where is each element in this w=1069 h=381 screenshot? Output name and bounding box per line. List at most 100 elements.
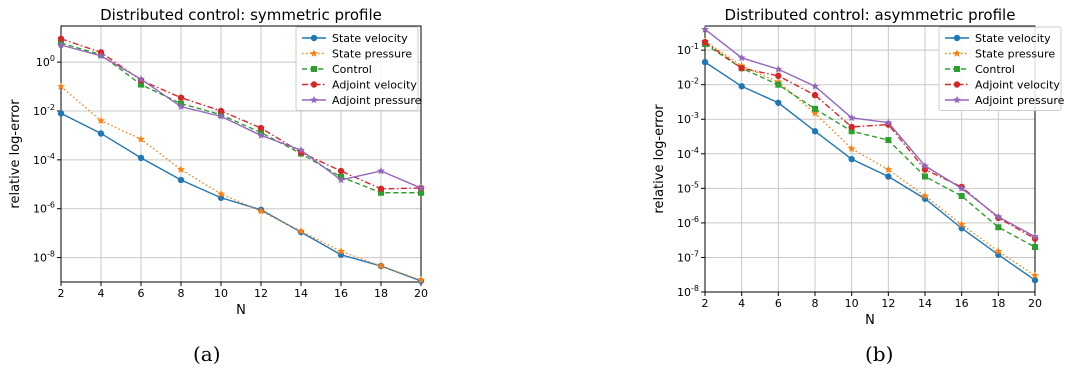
chart-b-legend-box — [938, 26, 1062, 111]
chart-b-point-control — [812, 105, 818, 112]
chart-b-point-adjoint-pressure — [847, 113, 856, 122]
chart-b-axes-frame — [704, 25, 1036, 293]
chart-b-point-adjoint-pressure — [1031, 232, 1039, 241]
chart-a-point-adjoint-velocity — [57, 35, 65, 42]
chart-a-point-state-pressure — [217, 189, 225, 198]
chart-b-legend-label-state-pressure: State pressure — [975, 48, 1055, 61]
chart-b-xtick-label-12: 12 — [881, 297, 895, 310]
chart-b-point-state-velocity — [848, 155, 855, 163]
chart-b-point-state-pressure — [1031, 271, 1039, 279]
chart-b-series-adjoint-pressure — [701, 25, 1039, 241]
chart-b-ytick-label: 10-4 — [677, 146, 699, 161]
chart-a-legend-label-state-velocity: State velocity — [332, 32, 408, 45]
chart-b-svg: 2 4 6 8 10 12 14 16 18 20 10-1 10-2 10-3 10-4 10-5 10-6… — [652, 6, 1065, 328]
chart-a-point-adjoint-velocity — [177, 94, 185, 101]
chart-a-xtick-label-16: 16 — [334, 287, 348, 300]
chart-a-xtick-label-4: 4 — [98, 287, 105, 300]
chart-a-point-adjoint-pressure — [417, 183, 425, 192]
chart-a-point-adjoint-velocity — [257, 124, 265, 132]
chart-b-series-state-velocity — [701, 58, 1039, 284]
chart-a-point-state-pressure — [337, 247, 345, 255]
chart-a-title: Distributed control: symmetric profile — [100, 6, 382, 24]
chart-b-point-adjoint-pressure — [774, 65, 783, 73]
chart-a-series-state-velocity — [57, 110, 425, 285]
chart-a-point-state-pressure — [417, 275, 425, 284]
chart-b-point-adjoint-pressure — [957, 184, 966, 192]
caption-b: (b) — [865, 342, 894, 366]
chart-b-xtick-label-16: 16 — [955, 297, 969, 310]
chart-a-legend-marker-adjoint-velocity — [310, 81, 318, 88]
chart-b-point-control — [848, 128, 855, 135]
chart-b-ytick-label: 10-3 — [677, 111, 699, 126]
chart-b-point-state-pressure — [811, 108, 819, 117]
chart-a-point-adjoint-pressure — [97, 51, 105, 60]
chart-b-point-control — [995, 224, 1002, 231]
chart-a-line-control — [60, 42, 421, 194]
chart-b-point-adjoint-pressure — [884, 118, 893, 126]
chart-a-ytick-label: 10-8 — [33, 250, 55, 265]
chart-a-point-state-pressure — [177, 165, 185, 173]
chart-a-grid — [60, 26, 422, 282]
chart-b-ytick-label: 10-7 — [677, 249, 699, 264]
chart-a-ytick-label: 10-2 — [33, 103, 55, 118]
chart-b-xtick-label-14: 14 — [918, 297, 932, 310]
chart-b-ytick-label: 10-5 — [677, 180, 699, 195]
chart-b-point-state-pressure — [994, 247, 1003, 255]
chart-b-point-state-velocity — [1031, 276, 1039, 284]
chart-b-legend-marker-adjoint-pressure — [953, 95, 961, 104]
chart-b-point-control — [885, 137, 892, 144]
chart-a-legend-marker-adjoint-pressure — [310, 95, 318, 104]
chart-b-xtick-label-6: 6 — [775, 297, 782, 310]
chart-a-ytick-label: 10-6 — [33, 201, 55, 216]
chart-b-legend-label-control: Control — [975, 63, 1015, 76]
chart-b-xtick-label-20: 20 — [1028, 297, 1042, 310]
chart-b-legend-marker-control — [954, 66, 960, 72]
chart-a-point-adjoint-pressure — [337, 175, 345, 184]
chart-b-line-control — [704, 43, 1036, 248]
chart-a-xtick-label-14: 14 — [294, 287, 308, 300]
chart-b-point-state-pressure — [957, 220, 966, 228]
chart-b-point-state-velocity — [775, 99, 782, 106]
chart-a-xtick-label-8: 8 — [178, 287, 185, 300]
chart-b-point-state-pressure — [921, 191, 929, 200]
chart-a-point-adjoint-pressure — [137, 74, 145, 83]
chart-b-point-adjoint-pressure — [701, 25, 709, 33]
chart-a-point-adjoint-pressure — [257, 131, 265, 139]
chart-a-point-state-velocity — [137, 154, 145, 162]
chart-b-point-state-velocity — [811, 128, 819, 135]
chart-b-ylabel: relative log-error — [652, 104, 667, 214]
chart-a-xtick-label-12: 12 — [254, 287, 268, 300]
chart-b-legend-label-adjoint-velocity: Adjoint velocity — [975, 79, 1060, 92]
chart-a-point-state-pressure — [257, 206, 265, 215]
chart-b-line-adjoint-velocity — [704, 41, 1036, 240]
chart-a-point-state-pressure — [97, 116, 105, 125]
chart-panel-a: 2 4 6 8 10 12 14 16 18 20 100 10-2 10-4 10-6 10-8 Distr… — [0, 0, 534, 381]
chart-b-point-state-pressure — [884, 165, 893, 173]
chart-a-legend-marker-state-pressure — [310, 49, 318, 57]
chart-b-point-state-velocity — [701, 58, 709, 66]
chart-b-xtick-label-2: 2 — [702, 297, 709, 310]
chart-a-line-state-pressure — [60, 85, 422, 281]
chart-b-point-adjoint-pressure — [921, 161, 929, 170]
chart-b-point-adjoint-pressure — [994, 212, 1003, 221]
chart-a-point-adjoint-velocity — [377, 185, 385, 193]
chart-b-point-control — [958, 193, 965, 200]
chart-a-point-control — [418, 189, 424, 196]
chart-b-point-state-pressure — [774, 77, 783, 86]
chart-a-legend-box — [295, 26, 419, 111]
chart-a-legend-marker-state-velocity — [310, 34, 318, 42]
chart-a-point-adjoint-pressure — [297, 145, 305, 154]
chart-a-point-adjoint-pressure — [377, 166, 385, 175]
chart-b-point-adjoint-velocity — [738, 65, 745, 72]
chart-a-point-adjoint-velocity — [217, 107, 225, 115]
chart-a-legend-label-adjoint-pressure: Adjoint pressure — [332, 94, 422, 107]
chart-b-ytick-label: 10-6 — [677, 215, 699, 230]
chart-a-line-adjoint-velocity — [60, 38, 422, 190]
chart-a-legend: State velocity State pressure Control Adjoi… — [295, 26, 422, 111]
chart-a-ylabel: relative log-error — [8, 99, 23, 209]
chart-a-point-adjoint-pressure — [177, 102, 185, 111]
chart-a-series-state-pressure — [57, 82, 425, 284]
chart-a-ytick-label: 100 — [36, 54, 55, 69]
chart-b-point-adjoint-pressure — [811, 82, 819, 90]
chart-b-point-adjoint-velocity — [848, 123, 855, 131]
